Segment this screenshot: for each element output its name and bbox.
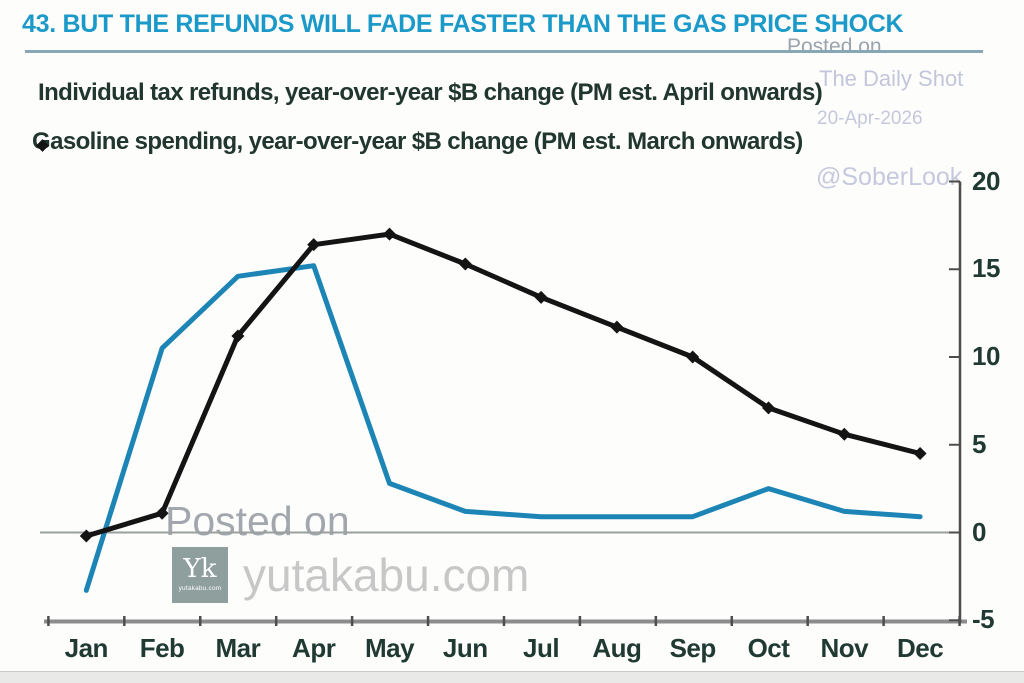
y-tick-label--5: -5 <box>972 604 995 635</box>
bottom-edge-strip <box>0 671 1024 683</box>
x-tick-label-may: May <box>364 633 415 663</box>
legend-item-gasoline: Gasoline spending, year-over-year $B cha… <box>24 128 803 156</box>
gasoline-series-line <box>83 231 923 539</box>
x-tick-label-feb: Feb <box>139 633 185 663</box>
gasoline-point-marker <box>686 350 700 364</box>
legend-item-refunds: Individual tax refunds, year-over-year $… <box>30 79 823 107</box>
gasoline-point-marker <box>837 427 851 441</box>
gasoline-point-marker <box>79 529 93 543</box>
x-tick-label-oct: Oct <box>747 633 790 663</box>
gasoline-point-marker <box>762 401 775 415</box>
refunds-series-line <box>83 263 923 593</box>
gasoline-point-marker <box>383 227 396 241</box>
x-tick-label-apr: Apr <box>292 633 336 663</box>
x-tick-label-jun: Jun <box>442 633 488 663</box>
gasoline-point-marker <box>155 506 169 520</box>
y-tick-label-10: 10 <box>972 341 1000 371</box>
x-tick-label-sep: Sep <box>669 633 717 663</box>
x-tick-label-jul: Jul <box>523 633 560 663</box>
y-tick-label-5: 5 <box>972 428 986 459</box>
x-tick-label-dec: Dec <box>896 633 944 663</box>
title-underline <box>25 50 983 53</box>
legend-label-gasoline: Gasoline spending, year-over-year $B cha… <box>32 128 803 155</box>
gasoline-point-marker <box>458 257 472 271</box>
y-tick-label-0: 0 <box>972 516 986 547</box>
x-tick-label-mar: Mar <box>215 633 261 663</box>
page-title: 43. BUT THE REFUNDS WILL FADE FASTER THA… <box>22 10 904 38</box>
gasoline-point-marker <box>913 447 927 461</box>
x-tick-label-nov: Nov <box>820 633 869 663</box>
x-tick-label-jan: Jan <box>64 633 109 663</box>
gasoline-point-marker <box>307 238 321 252</box>
x-tick-label-aug: Aug <box>592 633 642 663</box>
y-tick-label-20: 20 <box>972 165 1000 196</box>
y-tick-label-15: 15 <box>972 253 1000 284</box>
gasoline-point-marker <box>534 290 548 304</box>
legend-label-refunds: Individual tax refunds, year-over-year $… <box>38 79 823 106</box>
gasoline-point-marker <box>610 320 624 334</box>
gasoline-point-marker <box>231 329 245 343</box>
